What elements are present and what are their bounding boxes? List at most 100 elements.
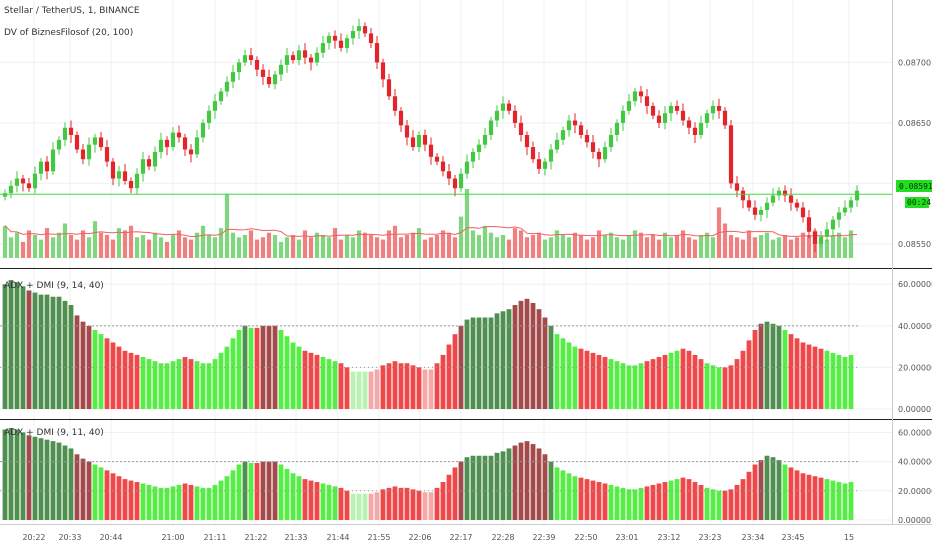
adx-bar bbox=[212, 484, 218, 520]
candle-body bbox=[848, 200, 854, 208]
candle-body bbox=[212, 101, 218, 111]
time-tick-label: 23:45 bbox=[781, 533, 804, 542]
adx-bar bbox=[446, 474, 452, 520]
time-tick-label: 23:34 bbox=[741, 533, 764, 542]
candle-body bbox=[320, 43, 326, 53]
adx-bar bbox=[170, 361, 176, 409]
candle-body bbox=[242, 55, 248, 63]
adx-panel-2[interactable] bbox=[0, 428, 892, 521]
time-tick-label: 22:28 bbox=[491, 533, 514, 542]
adx-bar bbox=[464, 457, 470, 520]
adx-bar bbox=[398, 487, 404, 520]
adx-bar bbox=[98, 467, 104, 520]
candle-body bbox=[344, 38, 350, 48]
adx-bar bbox=[326, 359, 332, 409]
adx-bar bbox=[344, 367, 350, 409]
candle-body bbox=[104, 147, 110, 162]
adx-bar bbox=[278, 464, 284, 520]
candle-body bbox=[638, 91, 644, 97]
adx-bar bbox=[224, 476, 230, 520]
candle-body bbox=[800, 207, 806, 218]
adx-bar bbox=[800, 473, 806, 520]
adx-bar bbox=[236, 464, 242, 520]
candle-body bbox=[548, 149, 554, 162]
adx-bar bbox=[410, 489, 416, 520]
adx-bar bbox=[452, 334, 458, 409]
adx-bar bbox=[302, 479, 308, 520]
candle-body bbox=[380, 62, 386, 80]
volume-bar bbox=[182, 237, 188, 258]
volume-bar bbox=[2, 225, 8, 258]
volume-bar bbox=[32, 235, 38, 258]
volume-bar bbox=[254, 239, 260, 258]
volume-bar bbox=[668, 237, 674, 258]
adx-bar bbox=[164, 487, 170, 520]
adx-panel-1[interactable] bbox=[0, 280, 892, 410]
time-tick-label: 20:33 bbox=[58, 533, 81, 542]
candle-body bbox=[386, 79, 392, 97]
candle-body bbox=[332, 35, 338, 41]
candle-body bbox=[512, 110, 518, 123]
volume-bar bbox=[794, 237, 800, 258]
adx-bar bbox=[716, 367, 722, 409]
volume-bar bbox=[746, 230, 752, 258]
time-tick-label: 21:33 bbox=[284, 533, 307, 542]
adx-bar bbox=[122, 479, 128, 520]
adx-bar bbox=[314, 482, 320, 520]
adx-bar bbox=[428, 369, 434, 409]
adx-bar bbox=[830, 480, 836, 520]
adx-bar bbox=[608, 359, 614, 409]
candle-body bbox=[602, 147, 608, 160]
adx-bar bbox=[2, 429, 8, 520]
time-tick-label: 22:39 bbox=[532, 533, 555, 542]
adx-bar bbox=[848, 354, 854, 409]
adx2-axis[interactable]: 60.00000 40.00000 20.00000 0.00000 bbox=[898, 428, 932, 525]
adx-bar bbox=[134, 354, 140, 409]
adx-bar bbox=[272, 325, 278, 409]
candles bbox=[2, 18, 860, 252]
adx-bar bbox=[326, 484, 332, 520]
price-panel[interactable] bbox=[0, 18, 892, 258]
candle-body bbox=[80, 149, 86, 160]
volume-ma-line bbox=[4, 225, 858, 238]
adx-bar bbox=[398, 363, 404, 409]
adx-bar bbox=[518, 442, 524, 520]
adx-bar bbox=[44, 294, 50, 409]
adx-bar bbox=[728, 365, 734, 409]
adx-tick-label: 60.00000 bbox=[898, 428, 932, 437]
price-tick-label: 0.08650 bbox=[898, 119, 931, 128]
volume-bar bbox=[788, 239, 794, 258]
volume-bar bbox=[422, 239, 428, 258]
adx-bar bbox=[590, 352, 596, 409]
volume-bar bbox=[398, 237, 404, 258]
adx-bar bbox=[584, 479, 590, 520]
candle-body bbox=[326, 35, 332, 44]
candle-body bbox=[728, 125, 734, 184]
adx-bar bbox=[572, 476, 578, 520]
candle-body bbox=[506, 103, 512, 111]
adx-bar bbox=[698, 484, 704, 520]
adx-bar bbox=[296, 346, 302, 409]
candle-body bbox=[92, 137, 98, 145]
volume-bar bbox=[92, 221, 98, 258]
candle-body bbox=[62, 127, 68, 140]
adx1-axis[interactable]: 60.00000 40.00000 20.00000 0.00000 bbox=[898, 280, 932, 414]
adx-bar bbox=[812, 346, 818, 409]
candle-body bbox=[476, 144, 482, 152]
volume-bar bbox=[848, 230, 854, 258]
adx-bar bbox=[2, 284, 8, 409]
adx-bar bbox=[794, 470, 800, 520]
candle-body bbox=[716, 105, 722, 111]
adx-bar bbox=[536, 309, 542, 409]
adx-bar bbox=[776, 460, 782, 520]
volume-bar bbox=[578, 235, 584, 258]
volume-bar bbox=[506, 239, 512, 258]
candle-body bbox=[554, 139, 560, 150]
time-axis[interactable]: 20:22 20:33 20:44 21:00 21:11 21:22 21:33 21:44… bbox=[22, 533, 854, 542]
candle-body bbox=[446, 171, 452, 179]
adx-bar bbox=[68, 305, 74, 409]
volume-bar bbox=[224, 193, 230, 258]
adx-bar bbox=[500, 451, 506, 520]
candle-body bbox=[572, 120, 578, 126]
volume-bar bbox=[266, 232, 272, 258]
